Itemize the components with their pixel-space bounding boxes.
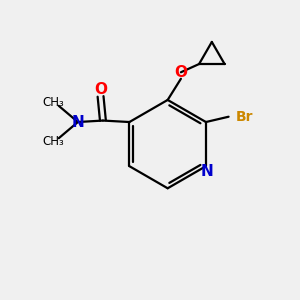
Text: O: O — [174, 65, 188, 80]
Text: O: O — [94, 82, 107, 98]
Text: CH₃: CH₃ — [43, 96, 64, 109]
Text: N: N — [71, 115, 84, 130]
Text: Br: Br — [236, 110, 254, 124]
Text: N: N — [201, 164, 214, 179]
Text: CH₃: CH₃ — [43, 135, 64, 148]
